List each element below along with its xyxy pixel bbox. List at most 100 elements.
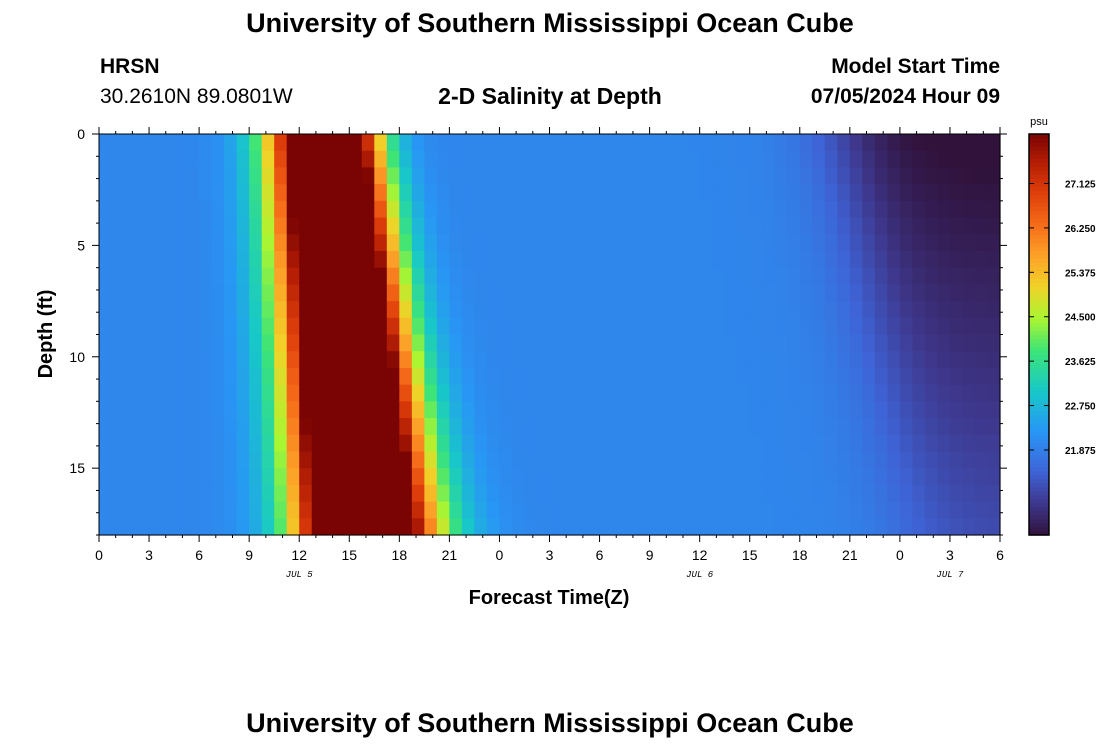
heatmap-cell [812, 401, 826, 419]
heatmap-cell [249, 217, 263, 235]
heatmap-cell [499, 267, 513, 285]
heatmap-cell [924, 200, 939, 219]
colorbar-segment [1029, 258, 1049, 263]
colorbar-segment [1029, 142, 1049, 147]
heatmap-cell [824, 334, 838, 352]
heatmap-cell [436, 167, 450, 185]
heatmap-cell [562, 468, 576, 486]
heatmap-cell [486, 167, 501, 185]
colorbar-segment [1029, 442, 1049, 448]
heatmap-cell [974, 418, 989, 436]
heatmap-cell [712, 501, 726, 519]
heatmap-cell [612, 284, 626, 302]
heatmap-cell [549, 451, 563, 469]
heatmap-cell [211, 484, 225, 503]
heatmap-cell [261, 134, 275, 152]
heatmap-cell [787, 234, 801, 252]
heatmap-cell [174, 317, 188, 336]
heatmap-cell [987, 501, 1001, 519]
heatmap-cell [474, 451, 488, 469]
heatmap-cell [311, 501, 325, 519]
x-tick-label: 3 [546, 547, 554, 563]
heatmap-cell [374, 284, 388, 302]
heatmap-cell [937, 484, 951, 503]
heatmap-cell [899, 317, 913, 336]
heatmap-cell [199, 284, 213, 302]
heatmap-cell [624, 217, 638, 235]
heatmap-cell [837, 150, 851, 169]
colorbar-segment [1029, 270, 1049, 275]
heatmap-cell [161, 234, 175, 252]
heatmap-cell [486, 134, 501, 152]
heatmap-cell [737, 234, 751, 252]
heatmap-cell [749, 301, 763, 319]
heatmap-cell [937, 234, 951, 252]
heatmap-cell [987, 351, 1001, 369]
heatmap-cell [887, 167, 901, 185]
heatmap-cell [536, 351, 551, 369]
colorbar-segment [1029, 506, 1049, 512]
heatmap-cell [849, 434, 863, 453]
heatmap-cell [311, 351, 325, 369]
heatmap-cell [937, 284, 951, 302]
heatmap-cell [974, 434, 989, 453]
heatmap-cell [336, 234, 350, 252]
heatmap-cell [511, 234, 526, 252]
heatmap-cell [336, 484, 350, 503]
colorbar-tick-label: 26.250 [1065, 224, 1096, 235]
heatmap-cell [511, 518, 526, 536]
heatmap-cell [899, 418, 913, 436]
heatmap-cell [324, 468, 338, 486]
heatmap-cell [299, 184, 313, 202]
heatmap-cell [424, 451, 438, 469]
heatmap-cell [749, 501, 763, 519]
heatmap-cell [787, 451, 801, 469]
heatmap-cell [612, 317, 626, 336]
heatmap-cell [174, 418, 188, 436]
heatmap-cell [912, 468, 926, 486]
heatmap-cell [762, 217, 776, 235]
heatmap-cell [674, 234, 688, 252]
heatmap-cell [824, 418, 838, 436]
heatmap-cell [674, 217, 688, 235]
heatmap-cell [124, 184, 138, 202]
heatmap-cell [737, 401, 751, 419]
heatmap-cell [874, 334, 888, 352]
heatmap-cell [762, 418, 776, 436]
heatmap-cell [899, 518, 913, 536]
heatmap-cell [812, 217, 826, 235]
heatmap-cell [674, 501, 688, 519]
colorbar-segment [1029, 402, 1049, 408]
colorbar-segment [1029, 286, 1049, 291]
heatmap-cell [286, 418, 300, 436]
heatmap-cell [474, 134, 488, 152]
heatmap-cell [749, 484, 763, 503]
heatmap-cell [436, 134, 450, 152]
heatmap-cell [749, 134, 763, 152]
heatmap-cell [862, 351, 876, 369]
heatmap-cell [612, 418, 626, 436]
heatmap-cell [136, 184, 150, 202]
heatmap-cell [111, 284, 125, 302]
heatmap-cell [524, 367, 538, 386]
heatmap-cell [662, 167, 676, 185]
heatmap-cell [762, 401, 776, 419]
heatmap-cell [536, 267, 551, 285]
heatmap-cell [499, 401, 513, 419]
heatmap-cell [599, 200, 613, 219]
colorbar-segment [1029, 242, 1049, 247]
heatmap-cell [236, 167, 250, 185]
heatmap-cell [787, 217, 801, 235]
heatmap-cell [787, 267, 801, 285]
heatmap-cell [461, 418, 476, 436]
x-tick-label: 6 [596, 547, 604, 563]
heatmap-cell [912, 484, 926, 503]
heatmap-cell [386, 518, 400, 536]
heatmap-cell [837, 384, 851, 402]
heatmap-cell [299, 434, 313, 453]
heatmap-cell [199, 301, 213, 319]
heatmap-cell [699, 134, 713, 152]
heatmap-cell [236, 334, 250, 352]
heatmap-cell [862, 418, 876, 436]
heatmap-cell [236, 518, 250, 536]
